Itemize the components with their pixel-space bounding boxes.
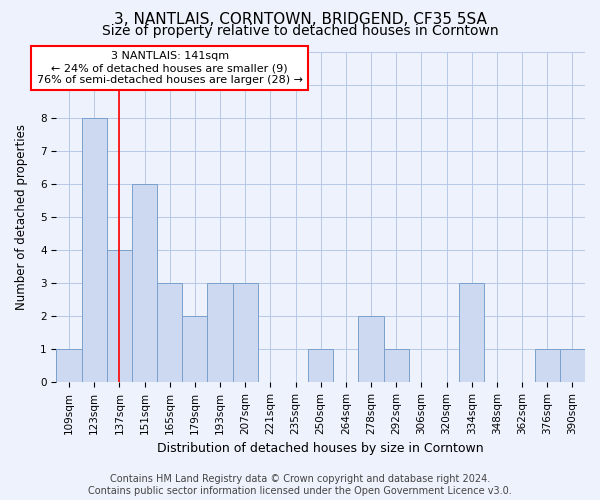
Bar [383,349,409,382]
Bar [56,349,82,382]
X-axis label: Distribution of detached houses by size in Corntown: Distribution of detached houses by size … [157,442,484,455]
Bar [182,316,208,382]
Y-axis label: Number of detached properties: Number of detached properties [15,124,28,310]
Bar [107,250,132,382]
Text: 3 NANTLAIS: 141sqm
← 24% of detached houses are smaller (9)
76% of semi-detached: 3 NANTLAIS: 141sqm ← 24% of detached hou… [37,52,302,84]
Bar [459,282,484,382]
Bar [308,349,333,382]
Bar [358,316,383,382]
Bar [208,282,233,382]
Bar [535,349,560,382]
Bar [132,184,157,382]
Text: 3, NANTLAIS, CORNTOWN, BRIDGEND, CF35 5SA: 3, NANTLAIS, CORNTOWN, BRIDGEND, CF35 5S… [113,12,487,28]
Text: Size of property relative to detached houses in Corntown: Size of property relative to detached ho… [101,24,499,38]
Bar [157,282,182,382]
Bar [560,349,585,382]
Text: Contains HM Land Registry data © Crown copyright and database right 2024.
Contai: Contains HM Land Registry data © Crown c… [88,474,512,496]
Bar [82,118,107,382]
Bar [233,282,258,382]
